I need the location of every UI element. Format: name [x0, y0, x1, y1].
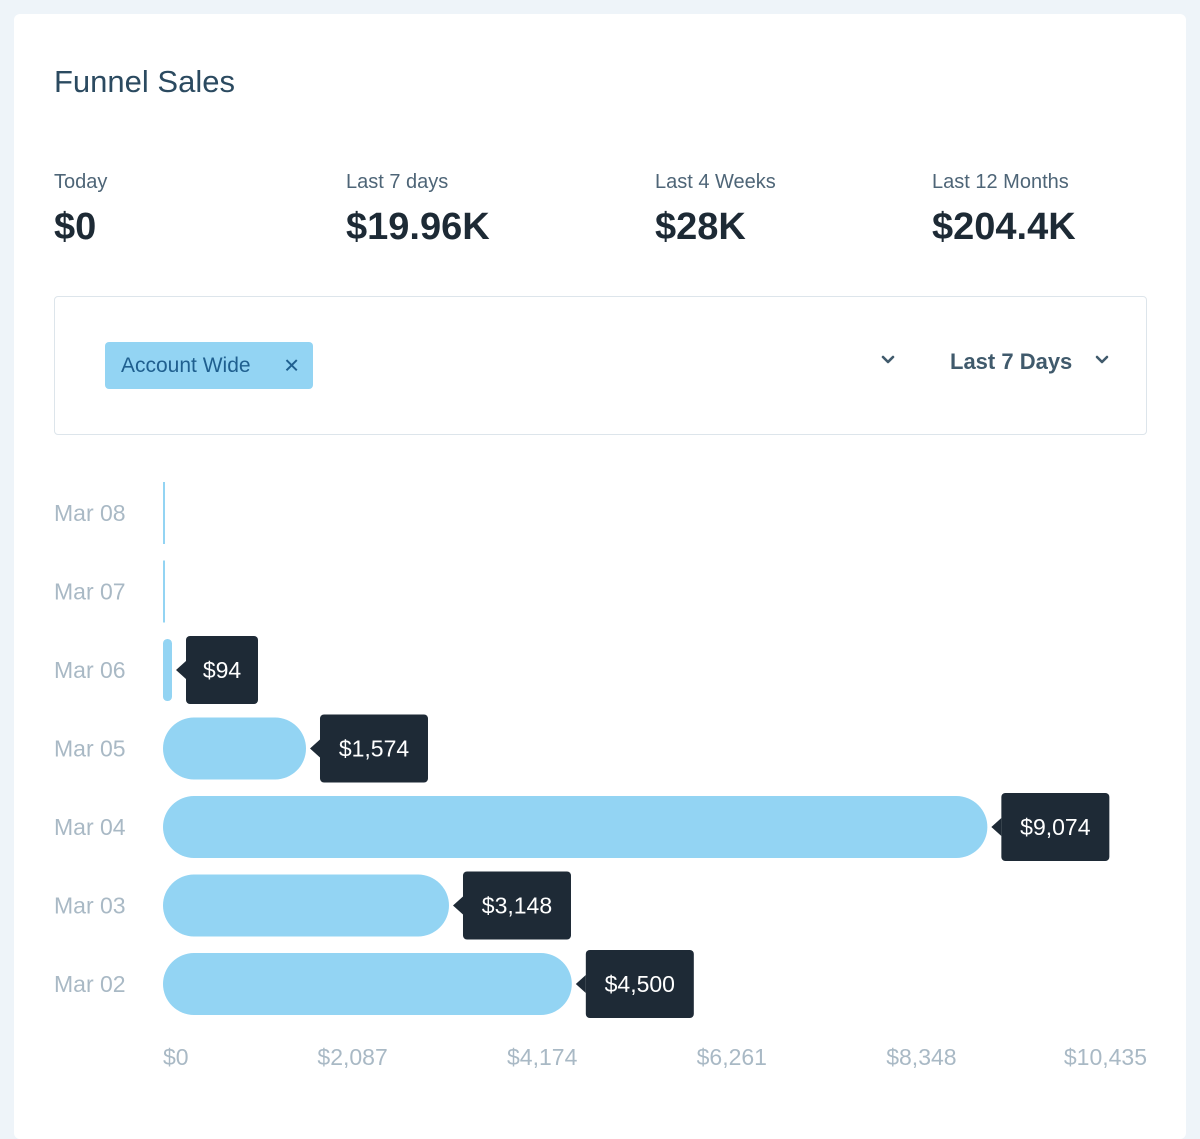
- stat-today: Today $0: [54, 171, 107, 249]
- x-tick-label: $2,087: [317, 1044, 387, 1070]
- stat-value: $0: [54, 206, 97, 248]
- x-tick-label: $8,348: [886, 1044, 956, 1070]
- category-label: Mar 03: [54, 893, 126, 919]
- value-label: $1,574: [339, 736, 410, 762]
- stat-last-12-months: Last 12 Months $204.4K: [932, 171, 1076, 249]
- value-label: $4,500: [605, 971, 675, 997]
- account-wide-chip[interactable]: Account Wide ✕: [105, 342, 313, 389]
- stat-label: Today: [54, 171, 108, 193]
- category-label: Mar 07: [54, 579, 126, 605]
- stat-last-4-weeks: Last 4 Weeks $28K: [655, 171, 776, 249]
- category-label: Mar 04: [54, 814, 126, 840]
- stat-value: $28K: [655, 206, 746, 248]
- tooltip-pointer: [991, 818, 1002, 836]
- tooltip-pointer: [309, 739, 320, 758]
- bar: [163, 796, 988, 858]
- category-label: Mar 02: [54, 971, 126, 997]
- value-tooltip: [1001, 793, 1110, 861]
- bar: [163, 717, 306, 780]
- x-tick-label: $6,261: [697, 1044, 767, 1070]
- value-label: $3,148: [482, 893, 552, 919]
- stat-last-7-days: Last 7 days $19.96K: [346, 171, 490, 249]
- sales-bar-chart: Mar 08 Mar 07 Mar 06 $94 Mar 05 $1,574 Mar 04 $…: [54, 482, 1147, 1070]
- value-tooltip: [585, 950, 694, 1018]
- x-tick-label: $0: [163, 1044, 189, 1070]
- bar: [163, 482, 165, 544]
- date-range-dropdown[interactable]: Last 7 Days: [950, 349, 1073, 374]
- stat-label: Last 7 days: [346, 171, 449, 193]
- bar: [163, 953, 572, 1015]
- value-label: $94: [203, 657, 242, 683]
- x-tick-label: $10,435: [1064, 1044, 1147, 1070]
- tooltip-pointer: [575, 975, 586, 993]
- value-label: $9,074: [1020, 814, 1091, 840]
- funnel-sales-card: Funnel Sales Today $0 Last 7 days $19.96…: [14, 14, 1186, 1139]
- value-tooltip: [462, 871, 571, 940]
- close-icon[interactable]: ✕: [283, 355, 300, 377]
- stat-label: Last 12 Months: [932, 171, 1069, 193]
- filter-panel: Account Wide ✕ Last 7 Days: [54, 296, 1147, 435]
- category-label: Mar 06: [54, 657, 126, 683]
- tooltip-pointer: [452, 896, 463, 915]
- value-tooltip: [319, 714, 428, 783]
- bar: [163, 874, 449, 937]
- stat-value: $204.4K: [932, 206, 1076, 248]
- bar: [163, 639, 172, 701]
- category-label: Mar 08: [54, 500, 126, 526]
- stat-value: $19.96K: [346, 206, 490, 248]
- bar: [163, 560, 165, 623]
- card-title: Funnel Sales: [54, 64, 235, 99]
- chevron-down-icon[interactable]: [881, 353, 895, 367]
- chevron-down-icon[interactable]: [1095, 353, 1109, 367]
- category-label: Mar 05: [54, 736, 126, 762]
- x-tick-label: $4,174: [507, 1044, 578, 1070]
- chip-label: Account Wide: [121, 353, 251, 377]
- stat-label: Last 4 Weeks: [655, 171, 776, 193]
- value-tooltip: [186, 636, 258, 704]
- tooltip-pointer: [176, 661, 186, 679]
